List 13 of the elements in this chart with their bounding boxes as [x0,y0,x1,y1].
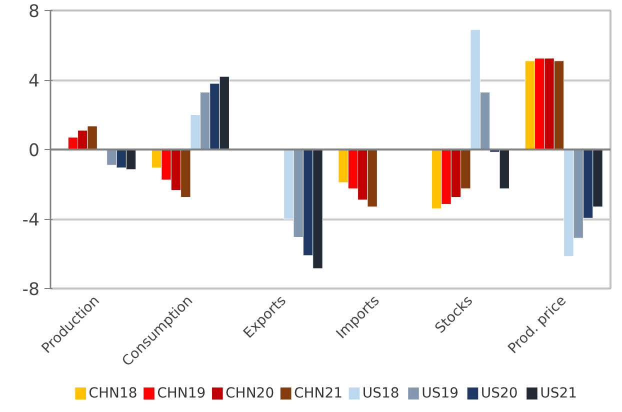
y-tick-label: 0 [28,141,40,161]
y-tick-label: -8 [22,280,40,300]
legend-label: US21 [540,386,578,402]
legend-label: US19 [422,386,459,402]
y-tick-label: 4 [28,72,40,92]
legend-label: CHN20 [226,386,274,402]
y-tick-label: -4 [22,210,40,230]
legend-label: US18 [362,386,400,402]
legend-label: US20 [480,386,518,402]
legend-label: CHN21 [294,386,343,402]
legend-label: CHN18 [88,386,138,402]
y-tick-label: 8 [28,2,40,22]
legend-label: CHN19 [157,386,206,402]
